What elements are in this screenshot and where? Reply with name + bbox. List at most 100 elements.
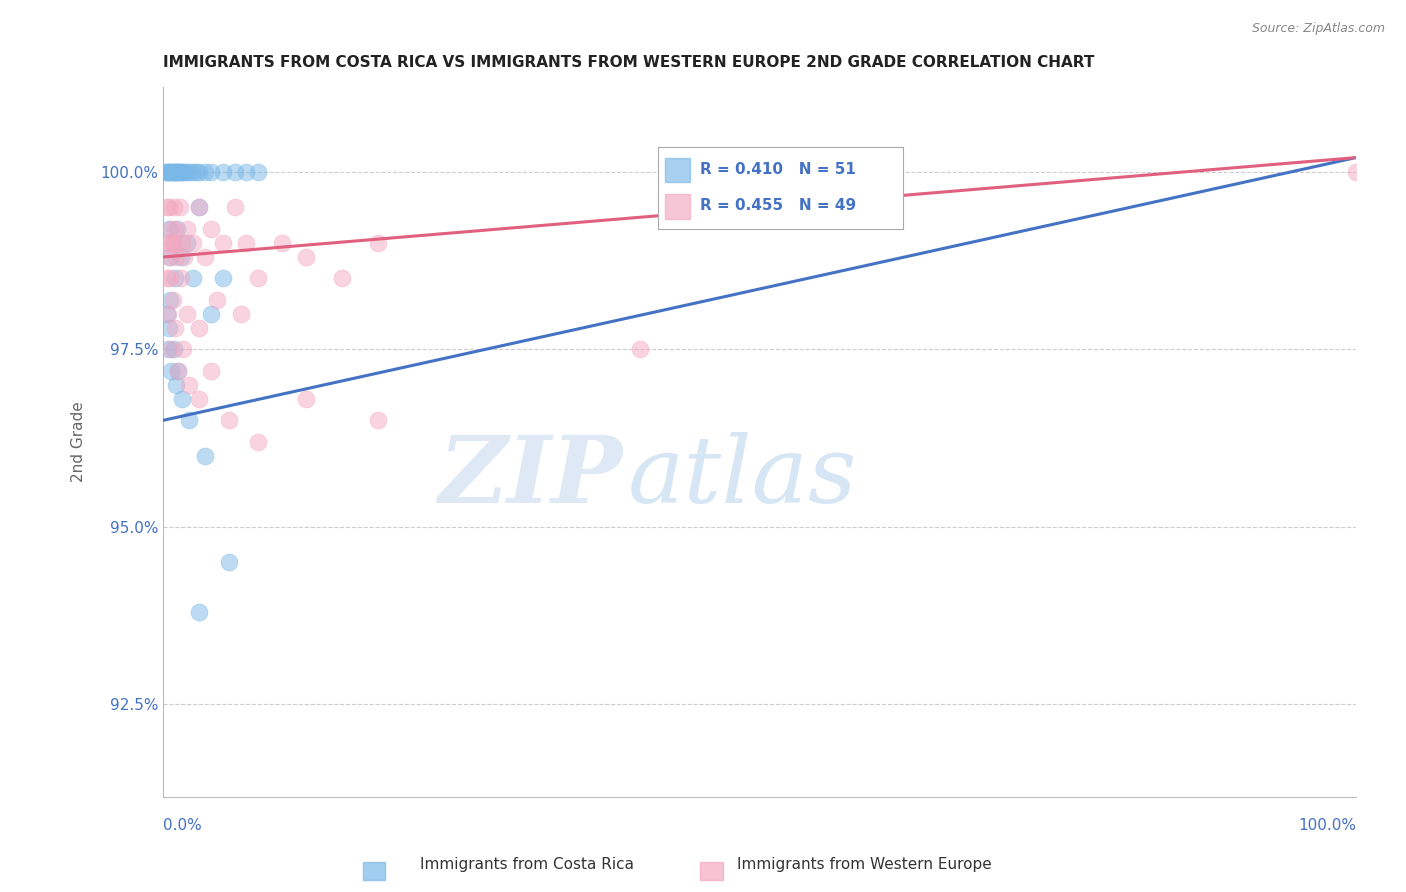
Point (160, 364, 183, 378)
Point (200, 221, 222, 235)
Point (1344, 165, 1367, 179)
Point (235, 235, 257, 250)
Text: ZIP: ZIP (439, 433, 623, 522)
Point (200, 165, 222, 179)
Point (155, 165, 177, 179)
Text: Immigrants from Costa Rica: Immigrants from Costa Rica (420, 857, 634, 872)
Point (159, 165, 181, 179)
Point (176, 235, 198, 250)
Point (218, 413, 240, 427)
Point (170, 250, 193, 264)
Point (157, 165, 180, 179)
Text: atlas: atlas (628, 433, 858, 522)
Point (156, 307, 179, 321)
Point (200, 307, 222, 321)
Point (179, 377, 201, 392)
Point (159, 271, 181, 285)
Point (247, 434, 270, 449)
Point (165, 165, 187, 179)
Point (187, 165, 209, 179)
Point (295, 392, 318, 406)
Point (167, 165, 190, 179)
Point (170, 271, 193, 285)
Point (229, 307, 252, 321)
Point (271, 235, 294, 250)
Text: 0.0%: 0.0% (163, 818, 201, 833)
Point (628, 343, 651, 357)
Point (162, 235, 184, 250)
Point (156, 343, 179, 357)
Point (170, 165, 193, 179)
Point (159, 235, 181, 250)
Point (157, 200, 180, 214)
Point (247, 165, 270, 179)
Point (211, 235, 233, 250)
Point (211, 165, 233, 179)
Point (157, 321, 180, 335)
Point (157, 250, 180, 264)
Point (160, 221, 183, 235)
Point (187, 605, 209, 619)
Point (187, 392, 209, 406)
Point (205, 293, 228, 307)
Point (194, 449, 217, 463)
Point (166, 235, 188, 250)
Point (235, 165, 257, 179)
Point (160, 343, 183, 357)
Point (166, 165, 188, 179)
Point (163, 165, 186, 179)
Point (169, 165, 191, 179)
Point (187, 200, 209, 214)
Point (170, 235, 193, 250)
Point (169, 200, 191, 214)
Point (162, 235, 184, 250)
Point (163, 165, 186, 179)
Point (176, 307, 198, 321)
Point (172, 343, 194, 357)
Point (163, 200, 186, 214)
Point (295, 250, 318, 264)
Point (163, 343, 186, 357)
Point (163, 221, 186, 235)
Point (160, 165, 183, 179)
Point (162, 165, 184, 179)
Point (165, 250, 187, 264)
Text: 100.0%: 100.0% (1298, 818, 1355, 833)
Point (170, 392, 193, 406)
Y-axis label: 2nd Grade: 2nd Grade (72, 401, 86, 482)
Point (367, 413, 389, 427)
Point (179, 165, 201, 179)
Point (330, 271, 353, 285)
Point (194, 165, 217, 179)
Point (155, 200, 177, 214)
Point (211, 271, 233, 285)
Point (155, 307, 177, 321)
Text: Immigrants from Western Europe: Immigrants from Western Europe (737, 857, 993, 872)
Point (186, 165, 208, 179)
Point (247, 271, 270, 285)
Point (155, 271, 177, 285)
Point (159, 293, 181, 307)
Point (181, 271, 204, 285)
Point (179, 413, 201, 427)
Point (170, 165, 193, 179)
Point (224, 165, 246, 179)
Point (187, 321, 209, 335)
Point (367, 235, 389, 250)
Point (200, 364, 222, 378)
Point (218, 556, 240, 570)
Point (176, 221, 198, 235)
Point (194, 250, 217, 264)
Point (167, 364, 190, 378)
Point (157, 221, 180, 235)
Point (165, 377, 187, 392)
Point (181, 235, 204, 250)
Point (166, 221, 188, 235)
Point (173, 165, 195, 179)
Point (181, 165, 204, 179)
Point (173, 250, 195, 264)
Point (156, 235, 179, 250)
Point (163, 165, 186, 179)
Point (162, 293, 184, 307)
Point (163, 321, 186, 335)
